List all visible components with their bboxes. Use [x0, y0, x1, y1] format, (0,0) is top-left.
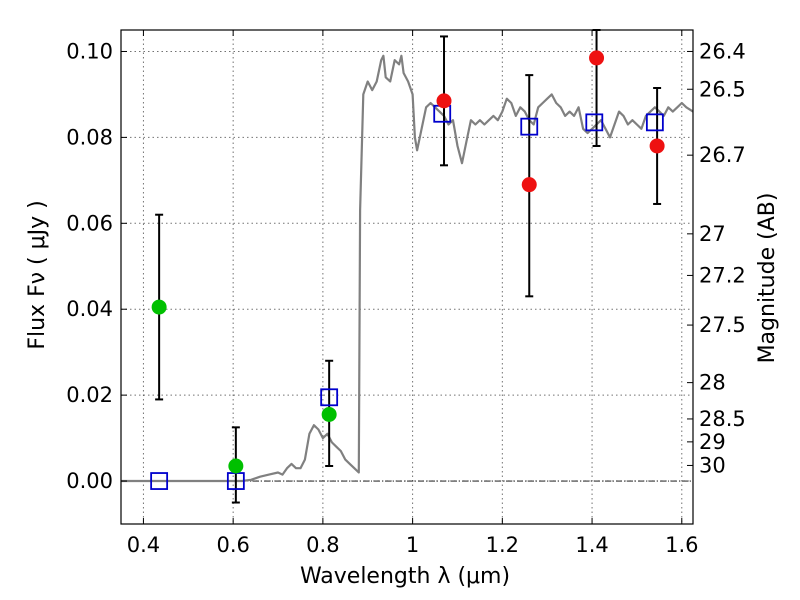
right-tick-label: 28.5	[699, 407, 746, 431]
x-tick-label: 1.2	[486, 533, 519, 557]
axes-frame	[120, 29, 694, 525]
x-axis-ticks: 0.4 0.6 0.8 1 1.2 1.4 1.6	[127, 30, 698, 557]
x-tick-label: 1.4	[575, 533, 608, 557]
right-tick-label: 27.2	[699, 263, 746, 287]
right-tick-label: 29	[699, 430, 726, 454]
observed-flux-point-red	[436, 93, 452, 109]
right-tick-label: 26.4	[699, 39, 746, 63]
y-tick-label: 0.02	[66, 383, 113, 407]
x-tick-label: 0.4	[127, 533, 160, 557]
grid-lines	[121, 30, 693, 524]
plot-area	[121, 29, 694, 504]
y-tick-label: 0.04	[66, 297, 113, 321]
observed-flux-point-red	[521, 177, 537, 193]
y-tick-label: 0.10	[66, 39, 113, 63]
observed-flux-point-green	[151, 299, 167, 315]
x-tick-label: 0.6	[216, 533, 249, 557]
y-tick-label: 0.06	[66, 211, 113, 235]
right-axis-label: Magnitude (AB)	[755, 193, 780, 364]
x-tick-label: 1	[406, 533, 419, 557]
model-spectrum-line	[121, 54, 694, 483]
model-flux-square-point	[320, 388, 339, 407]
observed-flux-point-red	[589, 50, 605, 66]
observed-flux-point-red	[649, 138, 665, 154]
y-axis-label: Flux Fν ( μJy )	[25, 200, 50, 349]
y-tick-label: 0.08	[66, 125, 113, 149]
observed-flux-point-green	[228, 458, 244, 474]
right-tick-label: 27	[699, 222, 726, 246]
right-tick-label: 30	[699, 453, 726, 477]
y-axis-ticks: 0.00 0.02 0.04 0.06 0.08 0.10	[66, 39, 127, 493]
model-flux-square-point	[520, 117, 539, 136]
right-tick-label: 27.5	[699, 313, 746, 337]
x-tick-label: 1.6	[665, 533, 698, 557]
y-tick-label: 0.00	[66, 469, 113, 493]
observed-flux-point-green	[321, 406, 337, 422]
right-tick-label: 26.7	[699, 143, 746, 167]
right-tick-label: 26.5	[699, 77, 746, 101]
model-flux-square-point	[645, 113, 664, 132]
x-tick-label: 0.8	[306, 533, 339, 557]
model-flux-square-point	[150, 472, 169, 490]
right-tick-label: 28	[699, 371, 726, 395]
model-flux-square-point	[585, 113, 604, 132]
x-axis-label: Wavelength λ (μm)	[300, 564, 510, 589]
